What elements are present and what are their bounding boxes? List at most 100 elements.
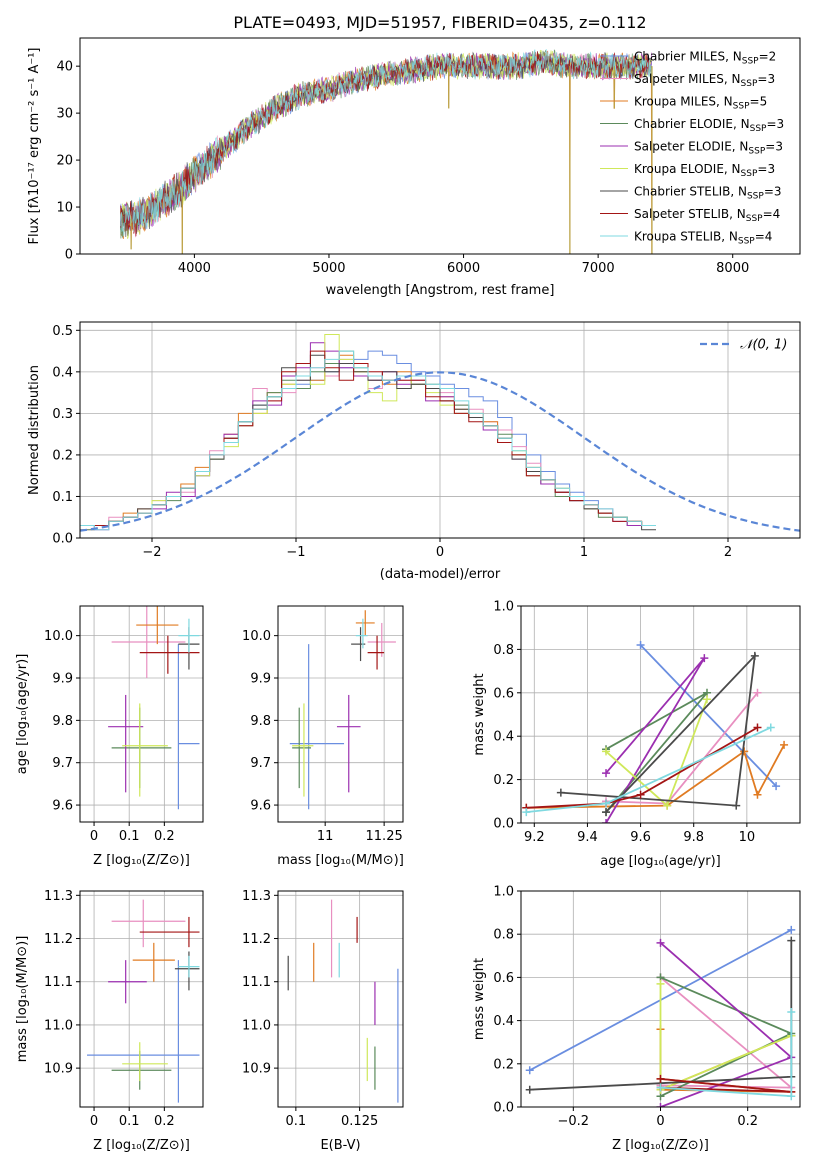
axes-frame (277, 605, 404, 823)
x-axis-label: mass [log₁₀(M/M⊙)] (277, 853, 404, 868)
x-tick-label: −0.2 (558, 1114, 590, 1129)
x-tick-label: 0 (656, 1114, 664, 1129)
weight-vs-Z-panel: −0.2 0 0.2 0.0 0.2 0.4 0.6 0.8 1.0 Z [log₁₀(Z/Z⊙)… (472, 885, 801, 1153)
age-vs-mass-panel: 11 11.25 9.6 9.7 9.8 9.9 10.0 mass [log₁₀(M/M⊙)… (242, 605, 404, 868)
axes-frame (277, 890, 404, 1108)
y-tick-label: 9.9 (250, 672, 271, 687)
weight-marker (753, 688, 762, 697)
legend-entry: Kroupa STELIB, NSSP=4 (634, 230, 772, 247)
x-tick-label: 5000 (312, 261, 345, 276)
axes-frame (79, 37, 801, 255)
x-tick-label: 0.2 (154, 829, 175, 844)
weight-marker (656, 979, 665, 988)
weight-marker (602, 769, 611, 778)
y-tick-label: 0.2 (52, 448, 73, 463)
histogram-series (80, 342, 656, 538)
y-tick-label: 0.8 (493, 928, 514, 943)
x-tick-label: 9.2 (524, 830, 545, 845)
y-axis-label: Flux [fλ10⁻¹⁷ erg cm⁻² s⁻¹ A⁻¹] (27, 48, 42, 245)
weight-marker (753, 723, 762, 732)
weight-marker (732, 801, 741, 810)
weight-marker (636, 641, 645, 650)
weight-marker (656, 1083, 665, 1092)
y-tick-label: 0.3 (52, 407, 73, 422)
legend-entry: Salpeter MILES, NSSP=3 (634, 72, 775, 89)
y-tick-label: 0.6 (493, 686, 514, 701)
x-tick-label: 10 (739, 830, 756, 845)
x-tick-label: −1 (286, 545, 305, 560)
weight-marker (787, 1092, 796, 1101)
x-tick-label: 4000 (178, 261, 211, 276)
spectrum-lines (120, 48, 653, 254)
weight-marker (787, 925, 796, 934)
weight-marker (750, 651, 759, 660)
x-axis-label: (data-model)/error (380, 567, 501, 582)
error-bars (289, 610, 396, 810)
error-bars (287, 899, 399, 1103)
weight-marker (636, 790, 645, 799)
legend-entry: Chabrier ELODIE, NSSP=3 (634, 117, 784, 134)
legend-entry: Salpeter STELIB, NSSP=4 (634, 207, 780, 224)
y-tick-label: 0.0 (52, 532, 73, 547)
y-tick-label: 0.2 (493, 773, 514, 788)
y-tick-label: 11.3 (44, 889, 73, 904)
legend-entry: 𝒩(0, 1) (740, 338, 787, 353)
x-axis-label: Z [log₁₀(Z/Z⊙)] (93, 853, 190, 868)
x-tick-label: 9.8 (683, 830, 704, 845)
y-tick-label: 0.8 (493, 643, 514, 658)
weight-marker (602, 799, 611, 808)
y-tick-label: 9.8 (52, 714, 73, 729)
y-tick-label: 30 (56, 107, 73, 122)
y-tick-label: 0.4 (493, 730, 514, 745)
error-bars (87, 899, 200, 1103)
weight-marker (663, 801, 672, 810)
weight-vs-age-panel: 9.2 9.4 9.6 9.8 10 0.0 0.2 0.4 0.6 0.8 1.0 age [log… (472, 600, 801, 869)
axes-frame (520, 605, 801, 824)
x-tick-label: 0.1 (286, 1114, 307, 1129)
legend-entry: Kroupa ELODIE, NSSP=3 (634, 162, 775, 179)
y-tick-label: 0.0 (493, 817, 514, 832)
weight-marker (703, 695, 711, 704)
axes-frame (79, 605, 204, 823)
error-bars (108, 606, 200, 810)
axes-frame (520, 890, 801, 1108)
y-tick-label: 10.9 (242, 1062, 271, 1077)
y-axis-label: age [log₁₀(age/yr)] (15, 654, 30, 775)
weight-line-series (605, 692, 759, 805)
y-tick-label: 20 (56, 154, 73, 169)
weight-marker (602, 747, 611, 756)
y-tick-label: 0.4 (493, 1014, 514, 1029)
x-axis-label: Z [log₁₀(Z/Z⊙)] (612, 1138, 709, 1153)
y-tick-label: 0 (65, 248, 73, 263)
x-axis-label: E(B-V) (320, 1138, 360, 1153)
histograms (80, 334, 800, 538)
normal-curve (80, 371, 800, 532)
y-tick-label: 0.4 (52, 365, 73, 380)
weight-line-series (605, 692, 708, 813)
y-tick-label: 9.7 (52, 756, 73, 771)
x-tick-label: 1 (580, 545, 588, 560)
spectrum-line-series (120, 49, 653, 239)
y-tick-label: 1.0 (493, 600, 514, 615)
y-tick-label: 11.2 (44, 932, 73, 947)
x-axis-label: wavelength [Angstrom, rest frame] (326, 283, 555, 298)
weight-marker (772, 782, 781, 791)
y-tick-label: 11.2 (242, 932, 271, 947)
spectrum-panel: 4000 5000 6000 7000 8000 0 10 20 30 40 wavelength … (27, 37, 801, 298)
x-tick-label: 0 (90, 829, 98, 844)
x-tick-label: 0.125 (341, 1114, 378, 1129)
weight-marker (780, 740, 789, 749)
y-tick-label: 10.0 (242, 629, 271, 644)
weight-line-series (560, 653, 757, 813)
y-axis-label: mass weight (472, 958, 487, 1040)
legend-entry: Salpeter ELODIE, NSSP=3 (634, 140, 783, 157)
x-tick-label: 0 (90, 1114, 98, 1129)
x-tick-label: 0.1 (119, 829, 140, 844)
y-tick-label: 11.1 (242, 975, 271, 990)
weight-lines (525, 925, 796, 1107)
x-tick-label: 0.2 (737, 1114, 758, 1129)
weight-line-series (659, 976, 794, 1089)
y-tick-label: 10 (56, 201, 73, 216)
x-tick-label: 8000 (716, 261, 749, 276)
